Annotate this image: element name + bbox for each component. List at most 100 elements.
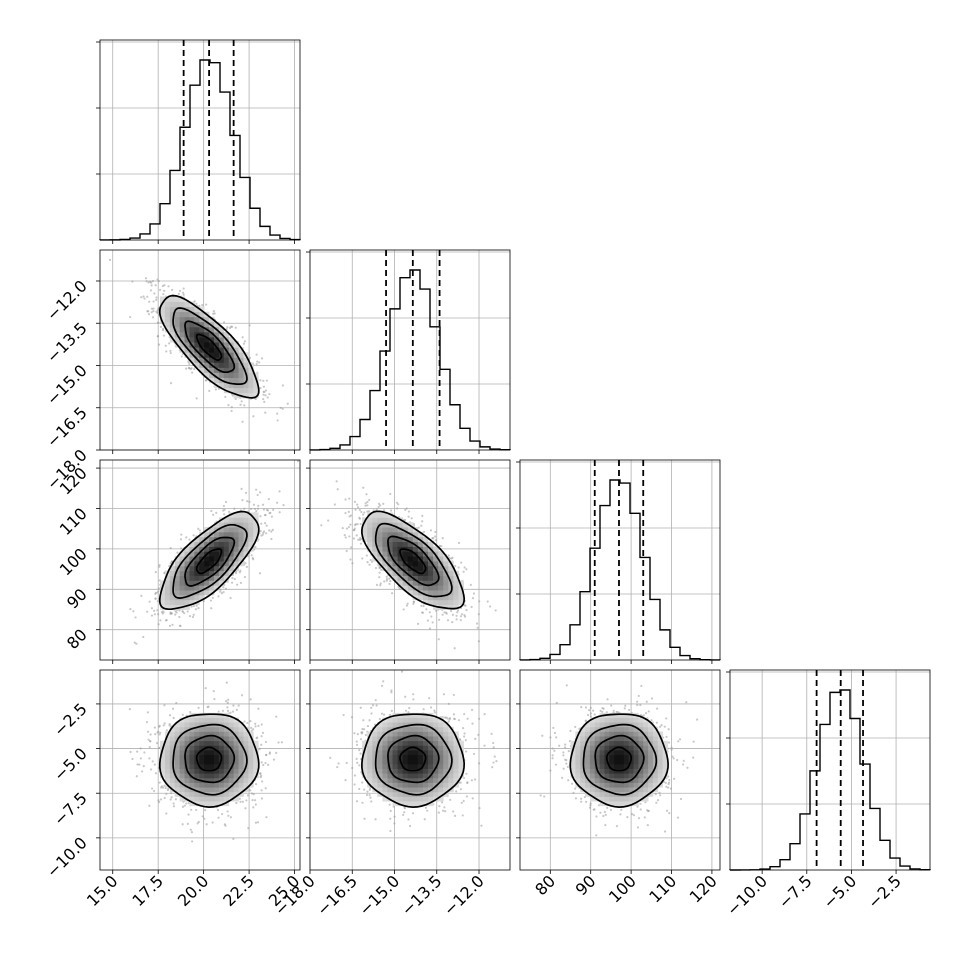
- density-cell: [253, 372, 259, 379]
- density-cell: [372, 782, 378, 788]
- density-cell: [377, 556, 383, 562]
- density-cell: [209, 801, 215, 807]
- scatter-point: [370, 800, 373, 803]
- density-cell: [238, 362, 244, 368]
- density-cell: [417, 726, 424, 732]
- density-cell: [164, 604, 171, 610]
- density-cell: [402, 745, 409, 751]
- scatter-point: [217, 816, 220, 819]
- density-cell: [218, 357, 225, 363]
- scatter-point: [133, 641, 136, 644]
- axes-frame: [309, 459, 511, 661]
- density-cell: [223, 546, 230, 552]
- density-cell: [164, 750, 171, 756]
- density-cell: [218, 382, 225, 389]
- density-cell: [189, 759, 195, 765]
- scatter-point: [239, 581, 243, 584]
- density-cell: [248, 527, 254, 533]
- scatter-point: [268, 751, 272, 754]
- density-cell: [164, 321, 171, 328]
- density-cell: [199, 565, 205, 572]
- density-cell: [443, 575, 449, 581]
- axes-frame: [729, 669, 931, 871]
- scatter-point: [424, 806, 427, 809]
- scatter-point: [278, 490, 281, 493]
- scatter-point: [353, 527, 356, 530]
- density-cell: [199, 773, 205, 779]
- scatter-point: [377, 505, 380, 509]
- scatter-point: [262, 393, 265, 396]
- scatter-point: [169, 547, 172, 550]
- density-cell: [204, 759, 210, 765]
- scatter-point: [353, 732, 356, 735]
- scatter-point: [188, 362, 191, 365]
- density-cell: [382, 531, 388, 538]
- scatter-point: [157, 587, 160, 590]
- density-cell: [243, 736, 249, 742]
- density-cell: [402, 750, 409, 756]
- density-cell: [209, 357, 215, 363]
- density-cell: [233, 357, 239, 363]
- density-cell: [453, 599, 459, 606]
- density-cell: [194, 585, 200, 591]
- scatter-point: [230, 406, 233, 409]
- density-cell: [417, 754, 424, 760]
- scatter-point: [221, 812, 224, 816]
- density-cell: [164, 296, 171, 302]
- density-cell: [169, 604, 176, 610]
- scatter-point: [234, 397, 237, 401]
- density-cell: [422, 590, 429, 596]
- density-cell: [184, 787, 190, 793]
- scatter-point: [195, 302, 198, 305]
- scatter-point: [478, 600, 481, 603]
- scatter-point: [353, 500, 357, 503]
- axes-frame: [309, 669, 511, 871]
- scatter-point: [655, 801, 658, 804]
- scatter-point: [406, 602, 409, 605]
- density-cell: [377, 782, 383, 788]
- scatter-point: [265, 816, 268, 819]
- scatter-point: [262, 508, 265, 511]
- density-cell: [233, 787, 239, 793]
- density-cell: [362, 527, 368, 533]
- scatter-point: [154, 591, 157, 594]
- density-cell: [243, 382, 249, 389]
- density-cell: [189, 731, 195, 737]
- scatter-point: [211, 821, 214, 824]
- density-cell: [377, 740, 383, 746]
- scatter-point: [483, 713, 486, 716]
- scatter-point: [259, 379, 262, 382]
- scatter-point: [431, 621, 434, 624]
- scatter-point: [239, 800, 242, 803]
- density-cell: [412, 782, 419, 788]
- density-cell: [174, 570, 181, 576]
- density-cell: [233, 382, 239, 389]
- density-cell: [189, 585, 195, 591]
- density-cell: [209, 759, 215, 765]
- scatter-point: [165, 729, 168, 732]
- density-cell: [407, 777, 414, 783]
- density-cell: [184, 570, 190, 576]
- scatter-point: [461, 727, 465, 730]
- scatter-point: [464, 604, 467, 607]
- density-cell: [169, 575, 176, 581]
- density-cell: [214, 759, 220, 765]
- scatter-point: [204, 808, 207, 812]
- density-cell: [367, 536, 373, 543]
- density-cell: [417, 736, 424, 742]
- scatter-point: [645, 700, 648, 703]
- density-cell: [233, 527, 239, 533]
- density-cell: [228, 791, 235, 797]
- scatter-point: [397, 503, 400, 506]
- density-cell: [407, 561, 414, 567]
- density-cell: [372, 551, 378, 557]
- scatter-point: [385, 579, 388, 582]
- density-cell: [214, 362, 220, 368]
- density-cell: [238, 782, 244, 788]
- scatter-point: [492, 741, 495, 745]
- density-cell: [433, 726, 439, 732]
- scatter-point: [609, 808, 613, 811]
- scatter-point: [364, 502, 367, 505]
- density-cell: [223, 570, 230, 576]
- density-cell: [184, 722, 190, 728]
